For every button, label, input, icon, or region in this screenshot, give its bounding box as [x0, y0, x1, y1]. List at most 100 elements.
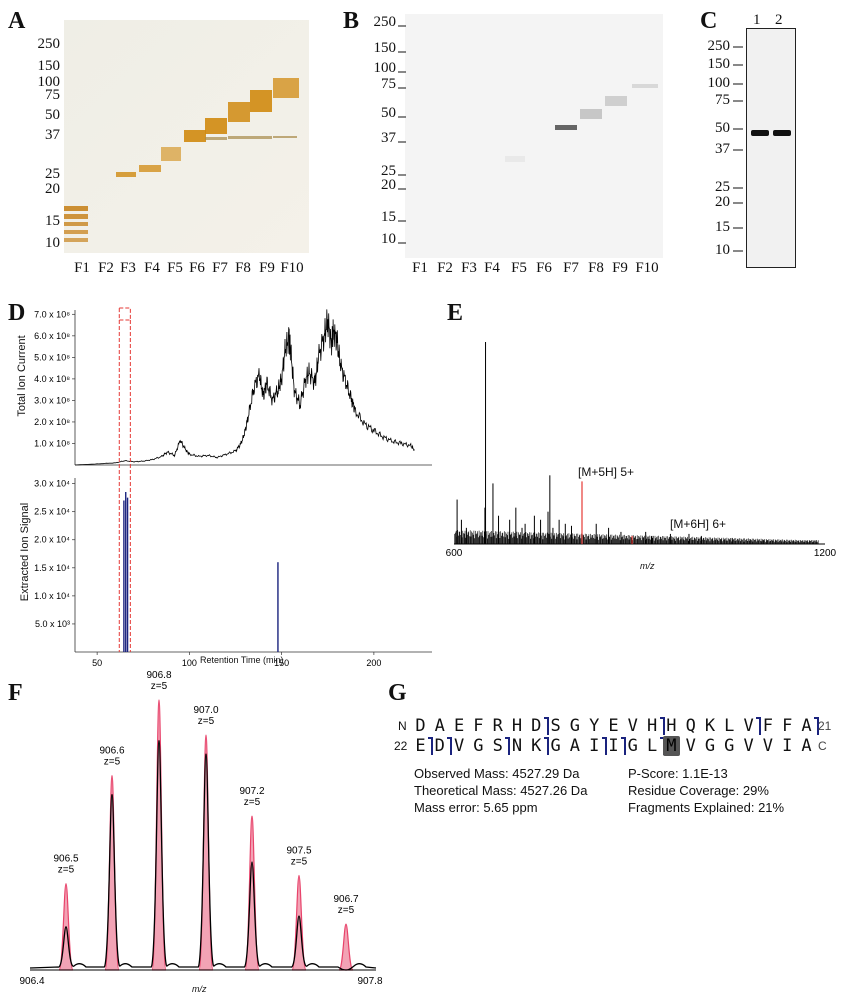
sequence-residue: G: [550, 736, 561, 756]
gel-a-lane-label: F6: [189, 260, 205, 276]
fragment-bracket-icon: [814, 717, 819, 735]
gel-b-image: [405, 14, 663, 258]
panel-letter-b: B: [343, 8, 360, 34]
panel-letter-e: E: [447, 300, 464, 326]
panel-letter-g: G: [388, 680, 407, 706]
gel-b-bands: [505, 84, 658, 162]
f-observed-trace: [29, 739, 377, 971]
seq-row1-suffix: 21: [818, 719, 832, 733]
sequence-residue: G: [704, 736, 716, 756]
theoretical-mass: Theoretical Mass: 4527.26 Da: [414, 783, 588, 798]
gel-b-lane-label: F2: [437, 260, 453, 276]
f-peak-mz-label: 907.5: [286, 846, 311, 857]
gel-b-lane-label: F6: [536, 260, 552, 276]
gel-a-lane-f1-bands: [64, 206, 88, 242]
gel-a-lane-label: F2: [98, 260, 114, 276]
sequence-residue: D: [434, 736, 445, 756]
sequence-residue: G: [627, 736, 638, 756]
gel-a-marker: 37: [45, 127, 60, 143]
sequence-residue: K: [704, 716, 716, 736]
d-bottom-ytick-label: 2.0 x 10⁴: [34, 535, 70, 545]
sequence-residue: E: [415, 736, 426, 756]
sequence-residue: G: [724, 736, 735, 756]
gel-a-marker: 150: [37, 58, 61, 74]
gel-c-marker: 25: [715, 179, 730, 195]
sequence-residue: F: [473, 716, 484, 736]
sequence-residue: H: [666, 716, 677, 736]
gel-b-marker: 10: [381, 231, 396, 247]
panel-letter-f: F: [8, 680, 23, 706]
gel-c-marker: 75: [715, 92, 730, 108]
d-top-ytick-label: 3.0 x 10⁸: [34, 395, 70, 405]
gel-b-lane-label: F3: [461, 260, 477, 276]
panel-letter-c: C: [700, 8, 718, 34]
residue-coverage: Residue Coverage: 29%: [628, 783, 769, 798]
d-top-tic-line: [74, 309, 415, 466]
sequence-residue: I: [608, 736, 619, 756]
panel-letter-a: A: [8, 8, 26, 34]
f-peak-mz-label: 907.0: [193, 705, 218, 716]
f-peak-charge-label: z=5: [58, 865, 75, 876]
gel-b-marker: 50: [381, 105, 396, 121]
d-xlabel: Retention Time (min): [200, 655, 284, 665]
sequence-residue: K: [531, 736, 542, 756]
gel-c-marker: 150: [707, 56, 731, 72]
gel-c: [746, 28, 796, 268]
fragment-bracket-icon: [756, 717, 762, 735]
gel-a-lane-label: F9: [259, 260, 275, 276]
sequence-residue: A: [801, 736, 812, 756]
d-top-ytick-label: 6.0 x 10⁸: [34, 331, 70, 341]
f-xtick-label: 907.8: [357, 976, 382, 987]
gel-b-lane-label: F1: [412, 260, 428, 276]
gel-a-image: [64, 20, 309, 253]
sequence-residue: A: [569, 736, 581, 756]
f-peak-charge-label: z=5: [338, 905, 355, 916]
sequence-residue: V: [685, 736, 696, 756]
gel-b-marker: 250: [373, 14, 397, 30]
d-top-ytick-label: 5.0 x 10⁸: [34, 352, 70, 362]
d-top-ytick-label: 7.0 x 10⁸: [34, 309, 70, 319]
gel-c-lane-1-label: 1: [753, 12, 761, 28]
sequence-residue: N: [511, 736, 523, 756]
gel-a-lane-label: F5: [167, 260, 183, 276]
d-bottom-xtick-label: 50: [92, 658, 102, 668]
sequence-residue: V: [453, 736, 465, 756]
fragment-bracket-icon: [543, 737, 549, 755]
e-xlabel: m/z: [640, 561, 655, 571]
gel-c-lane-2-label: 2: [775, 12, 783, 28]
gel-b-lane-label: F4: [484, 260, 500, 276]
sequence-residue: S: [492, 736, 503, 756]
sequence-residue: Y: [589, 716, 600, 736]
gel-b-marker: 25: [381, 163, 396, 179]
f-xlabel: m/z: [192, 984, 207, 994]
gel-a-marker: 75: [45, 87, 60, 103]
panel-d-chart: 7.0 x 10⁸ 6.0 x 10⁸ 5.0 x 10⁸ 4.0 x 10⁸ 3.0 …: [34, 307, 432, 668]
f-peak-mz-label: 906.6: [99, 746, 124, 757]
sequence-residue: L: [724, 716, 735, 736]
d-top-ytick-label: 4.0 x 10⁸: [34, 374, 70, 384]
gel-a-marker: 50: [45, 107, 60, 123]
gel-a-lane-label: F10: [280, 260, 304, 276]
f-peak-charge-label: z=5: [104, 757, 121, 768]
gel-c-marker: 15: [715, 219, 730, 235]
e-noise-peaks: [454, 530, 819, 544]
observed-mass: Observed Mass: 4527.29 Da: [414, 766, 580, 781]
gel-b-marker: 75: [381, 76, 396, 92]
gel-b-marker-ticks: [398, 25, 406, 244]
fragment-bracket-icon: [621, 737, 626, 755]
gel-b-marker: 100: [373, 60, 397, 76]
f-xtick-label: 906.4: [19, 976, 44, 987]
gel-a-diagonal-bands: [116, 78, 299, 177]
gel-b-marker: 37: [381, 130, 396, 146]
gel-c-marker: 37: [715, 141, 730, 157]
d-bottom-ytick-label: 2.5 x 10⁴: [34, 507, 70, 517]
f-theoretical-peak: [338, 923, 354, 971]
e-annotation-5plus: [M+5H] 5+: [578, 465, 635, 479]
sequence-residue: L: [646, 736, 658, 756]
sequence-residue: A: [801, 716, 812, 736]
gel-c-image: [751, 130, 791, 136]
panel-letter-d: D: [8, 300, 26, 326]
gel-b-background: [405, 14, 663, 258]
d-bottom-ytick-label: 1.0 x 10⁴: [34, 591, 70, 601]
d-bottom-xtick-label: 150: [274, 658, 289, 668]
